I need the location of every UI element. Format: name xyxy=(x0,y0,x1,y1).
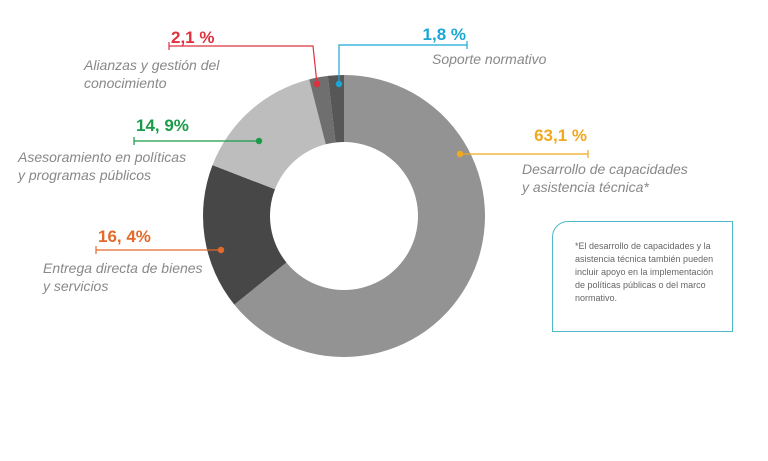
leader-dot xyxy=(313,80,321,88)
category-label-line: y servicios xyxy=(42,278,108,294)
category-label-line: Desarrollo de capacidades xyxy=(522,161,688,177)
donut-slice xyxy=(203,165,287,305)
leader-line xyxy=(169,45,318,85)
category-label-line: Soporte normativo xyxy=(432,51,547,67)
footnote-box: *El desarrollo de capacidades y la asist… xyxy=(552,221,733,332)
data-label: 16, 4% xyxy=(98,227,151,246)
category-label: Entrega directa de bienes y servicios xyxy=(42,260,203,294)
donut-slice xyxy=(212,79,326,190)
category-label-line: conocimiento xyxy=(84,75,167,91)
donut-slice xyxy=(309,75,336,145)
donut-slice xyxy=(327,75,344,143)
category-label: Soporte normativo xyxy=(432,51,547,67)
leader-dot xyxy=(456,150,464,158)
leader-dot xyxy=(217,246,225,254)
footnote-line: asistencia técnica también pueden xyxy=(575,254,714,264)
footnote-line: de políticas públicas o del marco xyxy=(575,280,706,290)
category-label-line: Asesoramiento en políticas xyxy=(17,149,186,165)
leader-line xyxy=(338,44,467,84)
leader-dot xyxy=(335,80,343,88)
category-label-line: Alianzas y gestión del xyxy=(83,57,220,73)
footnote-line: normativo. xyxy=(575,293,618,303)
leader-dot xyxy=(255,137,263,145)
category-label: Asesoramiento en políticas y programas pú… xyxy=(17,149,186,183)
category-label-line: y programas públicos xyxy=(17,167,151,183)
data-label: 14, 9% xyxy=(136,116,189,135)
category-label-line: y asistencia técnica* xyxy=(521,179,649,195)
data-label: 2,1 % xyxy=(171,28,214,47)
donut-slice xyxy=(234,75,485,358)
data-label: 63,1 % xyxy=(534,126,587,145)
category-label: Desarrollo de capacidades y asistencia té… xyxy=(521,161,688,195)
footnote-line: *El desarrollo de capacidades y la xyxy=(575,241,711,251)
footnote-line: incluir apoyo en la implementación xyxy=(575,267,714,277)
data-label: 1,8 % xyxy=(423,25,466,44)
category-label-line: Entrega directa de bienes xyxy=(43,260,203,276)
category-label: Alianzas y gestión del conocimiento xyxy=(83,57,220,91)
